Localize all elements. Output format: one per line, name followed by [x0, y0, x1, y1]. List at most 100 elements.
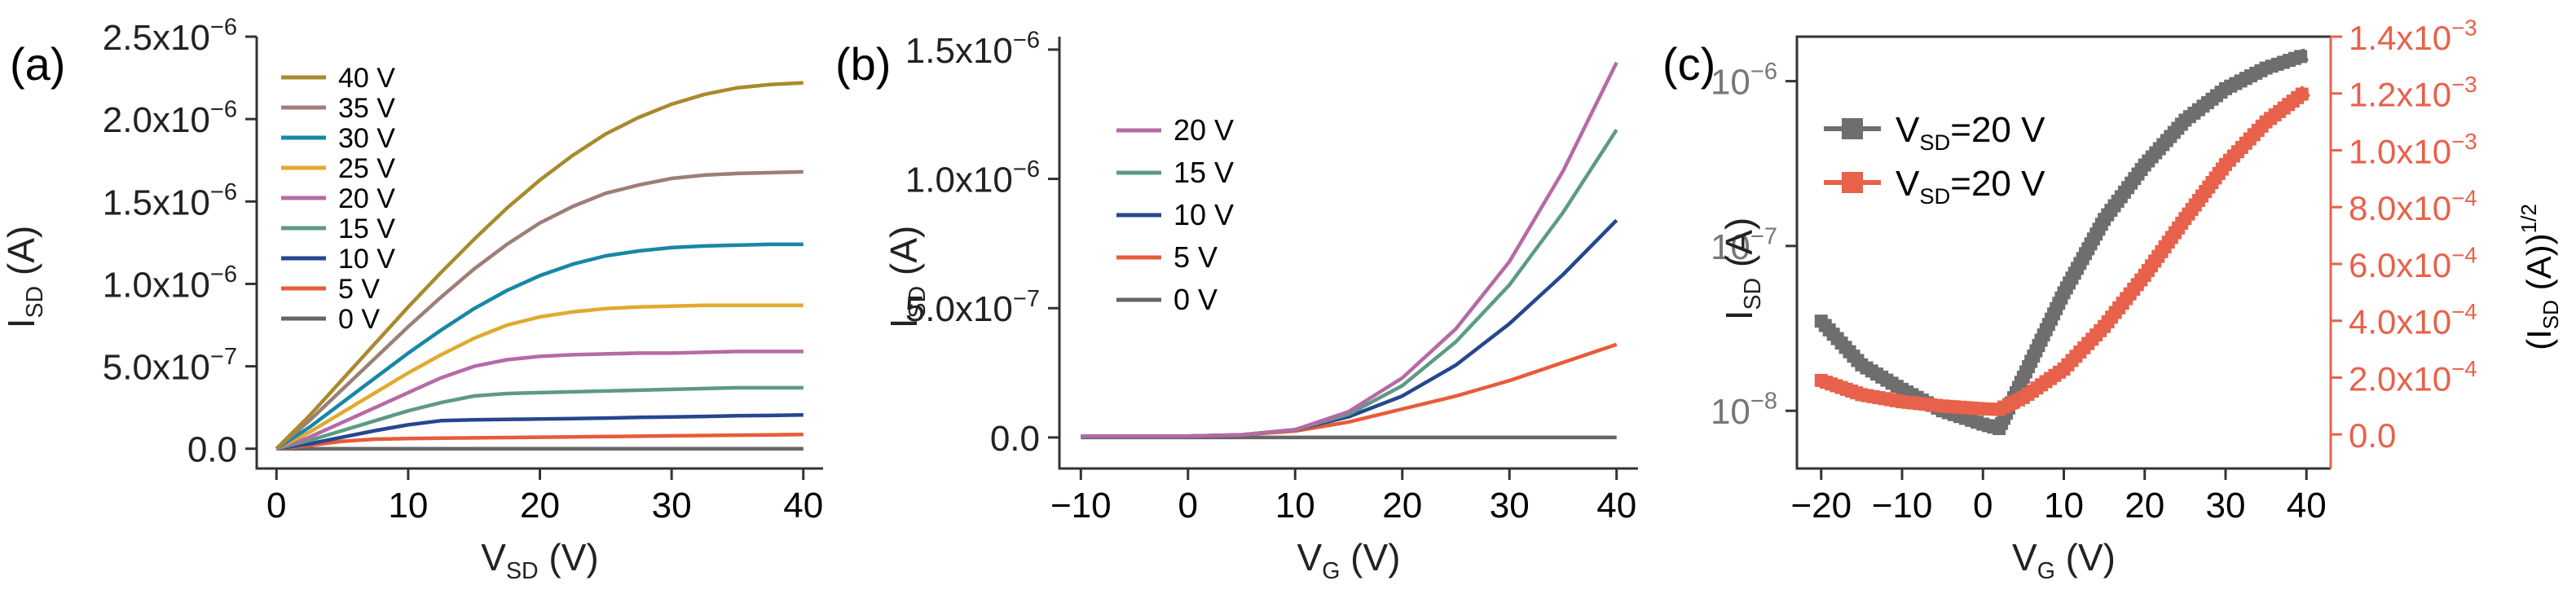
- y-tick-label: 5.0x10−7: [905, 286, 1040, 329]
- y-tick-label-exponent: −6: [1013, 156, 1040, 183]
- x-axis-label-main: V: [2012, 536, 2037, 578]
- y-tick-label-mantissa: 5.0x10: [103, 348, 210, 388]
- y-axis-label-unit: (A): [1718, 218, 1760, 278]
- y-tick-label-exponent: −8: [1750, 389, 1777, 415]
- y-tick-label: 1.0x10−6: [103, 262, 237, 305]
- legend-label: 40 V: [338, 63, 395, 94]
- panel-label: (a): [10, 38, 65, 90]
- y2-tick-label: 1.4x10−3: [2349, 15, 2477, 57]
- y2-tick-label-mantissa: 6.0x10: [2349, 246, 2451, 284]
- y-tick-label: 0.0: [187, 430, 237, 470]
- data-point: [2295, 87, 2309, 101]
- legend-label: 15 V: [338, 213, 395, 244]
- y-tick-label: 1.0x10−6: [905, 156, 1040, 200]
- y-tick-label-mantissa: 1.0x10: [103, 265, 210, 305]
- y2-tick-label-exponent: −3: [2451, 129, 2477, 154]
- x-axis-label-sub: G: [1322, 558, 1340, 584]
- y-tick-label-mantissa: 1.0x10: [905, 161, 1013, 200]
- y2-axis-label-sub: SD: [2539, 300, 2563, 329]
- x-tick-label: 0: [1178, 486, 1198, 526]
- y-tick-label: 1.5x10−6: [103, 179, 237, 222]
- legend-label-pre: V: [1896, 110, 1920, 150]
- y-tick-label-exponent: −6: [210, 15, 237, 41]
- y-tick-label: 1.5x10−6: [905, 27, 1040, 70]
- panel-label: (b): [835, 38, 891, 90]
- x-axis-label-unit: (V): [539, 536, 599, 578]
- axes-frame: [1058, 37, 1638, 470]
- y-axis-label-main: I: [1718, 310, 1760, 320]
- legend-label: VSD=20 V: [1896, 164, 2045, 209]
- y-tick-label-exponent: −7: [1013, 286, 1040, 312]
- y-tick-label-exponent: −6: [1013, 27, 1040, 53]
- y-tick-label: 10−6: [1711, 59, 1777, 102]
- legend-label: 10 V: [1174, 198, 1234, 231]
- y-tick-label-mantissa: 1.5x10: [103, 183, 210, 222]
- x-tick-label: 10: [1275, 486, 1315, 526]
- y-tick-label-mantissa: 10: [1711, 227, 1750, 267]
- y2-tick-label-mantissa: 1.4x10: [2349, 19, 2451, 57]
- x-tick-label: 0: [1973, 486, 1993, 526]
- x-axis-label-sub: G: [2037, 558, 2055, 584]
- legend-label-post: =20 V: [1950, 164, 2045, 204]
- legend-label: VSD=20 V: [1896, 110, 2045, 155]
- y2-tick-label-exponent: −4: [2451, 186, 2477, 211]
- y-tick-label: 2.0x10−6: [103, 97, 237, 140]
- data-point: [2294, 50, 2308, 64]
- x-tick-label: 20: [2125, 486, 2164, 526]
- x-axis-label-unit: (V): [2055, 536, 2116, 578]
- legend-label: 0 V: [338, 304, 380, 335]
- x-tick-label: 10: [388, 486, 428, 526]
- x-tick-label: 0: [266, 486, 286, 526]
- y-axis-label-sub: SD: [22, 286, 48, 319]
- y-tick-label-exponent: −6: [210, 262, 237, 288]
- x-tick-label: 30: [2206, 486, 2246, 526]
- series-line: [275, 303, 804, 451]
- y2-tick-label-mantissa: 1.0x10: [2349, 132, 2451, 170]
- legend-label: 20 V: [1174, 113, 1234, 147]
- x-axis-label: VSD (V): [481, 536, 598, 584]
- y2-tick-label: 0.0: [2349, 416, 2396, 455]
- legend-label-pre: V: [1896, 164, 1920, 204]
- y2-tick-label: 4.0x10−4: [2349, 299, 2477, 341]
- legend-label: 25 V: [338, 153, 395, 184]
- y-tick-label-mantissa: 0.0: [990, 419, 1040, 459]
- axes-frame: [255, 37, 823, 470]
- y-tick-label: 2.5x10−6: [103, 15, 237, 58]
- y-tick-label-exponent: −6: [210, 179, 237, 205]
- y2-tick-label: 1.0x10−3: [2349, 129, 2477, 171]
- x-axis-label: VG (V): [1297, 536, 1401, 584]
- series-line: [1081, 61, 1618, 438]
- panel-a: (a)0 10 20 30 400.05.0x10−71.0x10−61.5x10−62…: [0, 15, 823, 585]
- x-tick-label: 30: [1490, 486, 1530, 526]
- legend-label: 15 V: [1174, 156, 1234, 189]
- series-line: [275, 413, 804, 451]
- y-axis-label: ISD (A): [1718, 218, 1766, 321]
- y-tick-label-exponent: −7: [1750, 223, 1777, 249]
- y-axis-label-unit: (A): [0, 226, 42, 286]
- y2-tick-label-exponent: −3: [2451, 15, 2477, 40]
- y-tick-label-exponent: −7: [210, 344, 237, 370]
- y2-axis-label-sup: 1/2: [2517, 204, 2541, 233]
- y-tick-label: 10−8: [1711, 389, 1777, 432]
- x-tick-label: 20: [520, 486, 560, 526]
- legend-label: 5 V: [338, 274, 380, 305]
- panel-label: (c): [1662, 38, 1715, 90]
- legend-label: 35 V: [338, 93, 395, 124]
- series-line: [275, 385, 804, 451]
- y2-tick-label-mantissa: 2.0x10: [2349, 359, 2451, 398]
- panel-b: (b)−10 0 10 20 30 400.05.0x10−71.0x10−61.5x10…: [835, 27, 1638, 584]
- x-tick-label: 40: [2287, 486, 2327, 526]
- y2-tick-label: 8.0x10−4: [2349, 186, 2477, 228]
- y2-tick-label-exponent: −3: [2451, 72, 2477, 97]
- y2-tick-label: 6.0x10−4: [2349, 242, 2477, 284]
- series-line: [275, 433, 804, 451]
- y-tick-label: 5.0x10−7: [103, 344, 237, 387]
- y-axis-label-sub: SD: [905, 286, 931, 319]
- x-tick-label: 30: [652, 486, 692, 526]
- series-line: [1081, 129, 1618, 438]
- y2-tick-label: 1.2x10−3: [2349, 72, 2477, 114]
- legend-label-post: =20 V: [1950, 110, 2045, 150]
- x-tick-label: 40: [1596, 486, 1636, 526]
- y-axis-label-unit: (A): [883, 226, 925, 286]
- legend-label-sub: SD: [1919, 130, 1950, 155]
